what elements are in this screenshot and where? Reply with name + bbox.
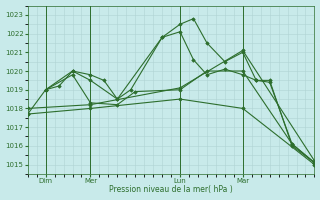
X-axis label: Pression niveau de la mer( hPa ): Pression niveau de la mer( hPa ) — [109, 185, 233, 194]
